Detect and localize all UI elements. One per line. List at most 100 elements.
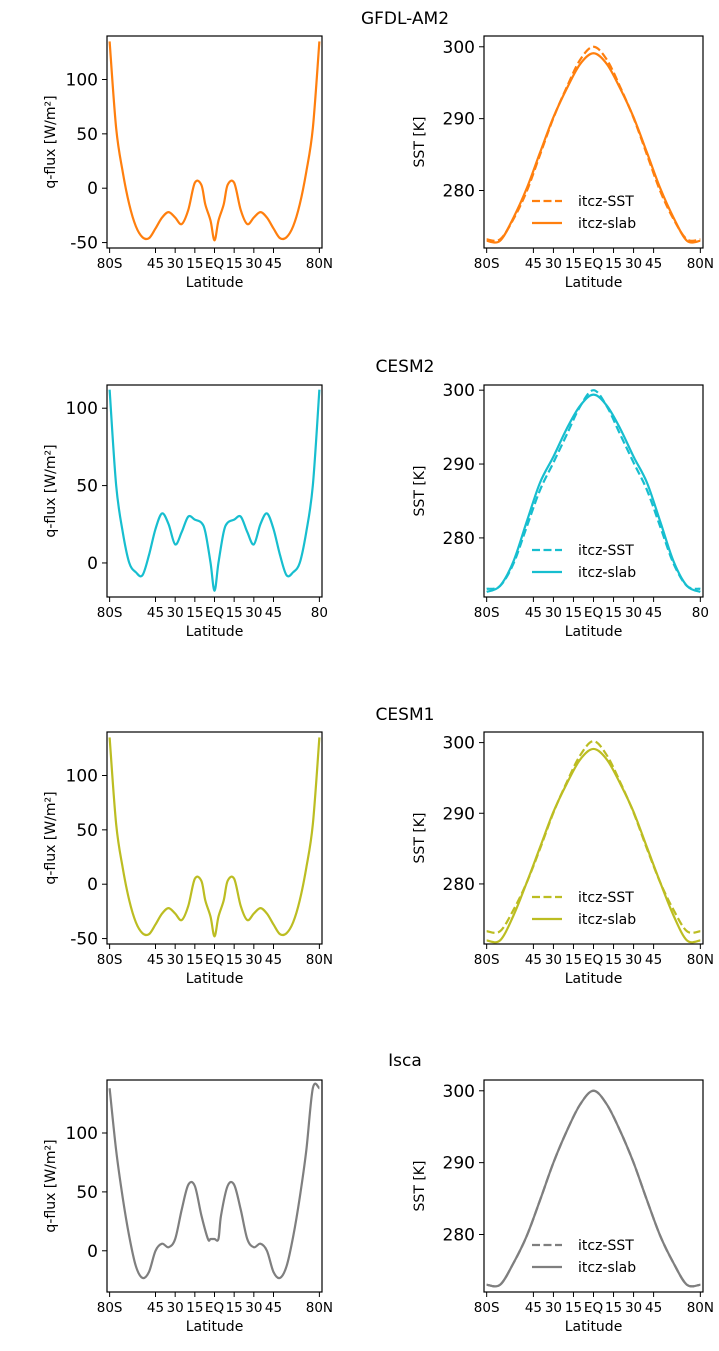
x-tick-label: 80N	[306, 952, 333, 968]
row-title: CESM2	[376, 357, 435, 377]
y-tick-label: 300	[443, 38, 475, 58]
y-tick-label: -50	[70, 930, 98, 950]
legend-label: itcz-SST	[578, 890, 634, 906]
legend-label: itcz-slab	[578, 1260, 636, 1276]
y-axis-label: q-flux [W/m²]	[43, 444, 59, 537]
x-tick-label: 15	[186, 952, 203, 968]
x-tick-label: EQ	[205, 952, 224, 968]
x-tick-label: 80N	[687, 1300, 714, 1316]
legend-label: itcz-SST	[578, 543, 634, 559]
x-tick-label: 45	[645, 605, 662, 621]
y-tick-label: 0	[87, 875, 98, 895]
x-tick-label: 15	[565, 952, 582, 968]
x-tick-label: EQ	[584, 1300, 603, 1316]
legend-label: itcz-slab	[578, 565, 636, 581]
x-tick-label: 30	[245, 605, 262, 621]
x-tick-label: 45	[147, 1300, 164, 1316]
y-tick-label: 0	[87, 554, 98, 574]
x-tick-label: 30	[545, 1300, 562, 1316]
x-tick-label: EQ	[205, 605, 224, 621]
qflux-line	[108, 389, 321, 592]
itcz-slab-line	[486, 1089, 701, 1288]
x-tick-label: 30	[625, 256, 642, 272]
x-tick-label: 45	[147, 605, 164, 621]
y-tick-label: 0	[87, 1242, 98, 1262]
x-tick-label: 30	[545, 952, 562, 968]
x-tick-label: EQ	[584, 952, 603, 968]
itcz-slab-line	[486, 747, 701, 944]
legend: itcz-SST itcz-slab	[532, 194, 636, 232]
x-tick-label: 30	[167, 256, 184, 272]
legend: itcz-SST itcz-slab	[532, 543, 636, 581]
x-tick-label: 30	[625, 952, 642, 968]
x-tick-label: 45	[265, 605, 282, 621]
y-tick-label: 50	[76, 125, 98, 145]
y-tick-label: 280	[443, 529, 475, 549]
y-tick-label: 50	[76, 1183, 98, 1203]
qflux-line	[108, 1082, 321, 1280]
x-tick-label: 80S	[474, 256, 500, 272]
x-axis-label: Latitude	[186, 624, 244, 640]
itcz-SST-line	[486, 1089, 701, 1288]
y-tick-label: 300	[443, 734, 475, 754]
qflux-line	[108, 737, 321, 938]
x-tick-label: EQ	[584, 605, 603, 621]
legend-label: itcz-slab	[578, 912, 636, 928]
axes-frame	[106, 384, 323, 598]
x-tick-label: 15	[186, 605, 203, 621]
x-tick-label: 80S	[474, 605, 500, 621]
legend: itcz-SST itcz-slab	[532, 890, 636, 928]
y-tick-label: 300	[443, 381, 475, 401]
x-tick-label: 80N	[687, 952, 714, 968]
axes-frame	[106, 35, 323, 249]
legend-label: itcz-slab	[578, 216, 636, 232]
legend-label: itcz-SST	[578, 194, 634, 210]
x-tick-label: 45	[525, 256, 542, 272]
x-tick-label: 80S	[97, 605, 123, 621]
x-tick-label: 80N	[306, 256, 333, 272]
x-tick-label: 30	[625, 1300, 642, 1316]
axes-frame	[106, 731, 323, 945]
x-tick-label: 80N	[687, 256, 714, 272]
x-tick-label: 80	[311, 605, 328, 621]
y-tick-label: 50	[76, 477, 98, 497]
y-tick-label: 290	[443, 804, 475, 824]
y-tick-label: 290	[443, 110, 475, 130]
x-axis-label: Latitude	[565, 624, 623, 640]
y-tick-label: 100	[66, 399, 98, 419]
x-axis-label: Latitude	[186, 275, 244, 291]
x-tick-label: 45	[525, 605, 542, 621]
x-axis-label: Latitude	[565, 1319, 623, 1335]
y-axis-label: SST [K]	[412, 1161, 428, 1212]
x-tick-label: 45	[645, 1300, 662, 1316]
x-tick-label: 15	[186, 256, 203, 272]
x-tick-label: 80	[692, 605, 709, 621]
x-tick-label: EQ	[205, 1300, 224, 1316]
y-axis-label: q-flux [W/m²]	[43, 1139, 59, 1232]
itcz-SST-line	[486, 45, 701, 242]
x-tick-label: 45	[265, 952, 282, 968]
y-tick-label: 50	[76, 821, 98, 841]
x-tick-label: 45	[265, 256, 282, 272]
x-tick-label: 15	[226, 256, 243, 272]
y-axis-label: SST [K]	[412, 117, 428, 168]
y-tick-label: 0	[87, 179, 98, 199]
qflux-line	[108, 41, 321, 242]
itcz-SST-line	[486, 389, 701, 590]
x-tick-label: 80S	[97, 952, 123, 968]
x-tick-label: 15	[226, 605, 243, 621]
y-axis-label: q-flux [W/m²]	[43, 95, 59, 188]
y-tick-label: 100	[66, 1124, 98, 1144]
itcz-slab-line	[486, 52, 701, 244]
